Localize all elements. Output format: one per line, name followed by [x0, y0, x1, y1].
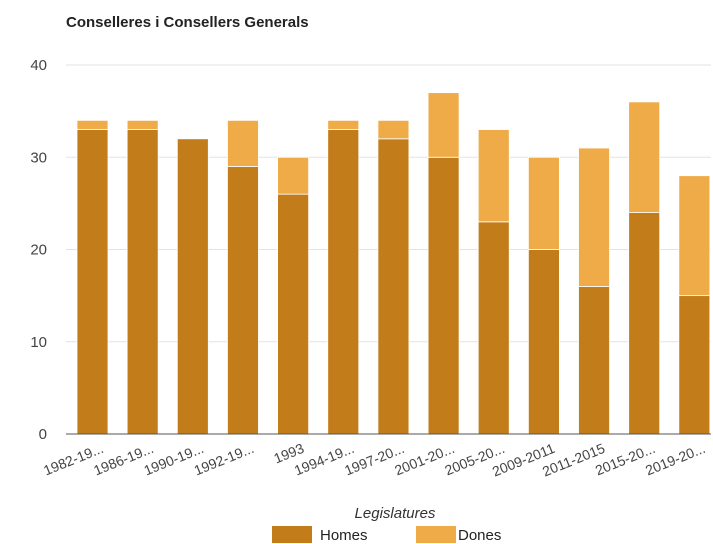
y-tick-label: 10: [30, 334, 47, 351]
y-axis-ticks: 0 10 20 30 40: [30, 57, 47, 443]
bar-homes-9: [527, 249, 560, 435]
bar-homes-11: [628, 212, 661, 435]
bar-dones-4: [277, 156, 310, 195]
legend-label-homes: Homes: [320, 527, 368, 544]
bar-dones-8: [477, 129, 510, 223]
bar-homes-5: [327, 129, 360, 435]
y-tick-label: 0: [39, 426, 47, 443]
bar-homes-8: [477, 221, 510, 435]
bar-dones-1: [126, 119, 159, 130]
bar-dones-5: [327, 119, 360, 130]
bar-homes-7: [427, 156, 460, 435]
bar-homes-12: [678, 295, 711, 435]
legend-swatch-dones: [416, 526, 456, 543]
bar-dones-12: [678, 175, 711, 297]
y-tick-label: 30: [30, 149, 47, 166]
bar-homes-6: [377, 138, 410, 435]
y-tick-label: 20: [30, 242, 47, 259]
bar-homes-1: [126, 129, 159, 435]
bar-dones-3: [227, 119, 259, 167]
bar-dones-6: [377, 119, 410, 140]
bars: [76, 92, 711, 435]
x-axis-ticks: 1982-19...1986-19...1990-19...1992-19...…: [41, 440, 707, 480]
legend: Homes Dones: [272, 526, 501, 544]
bar-homes-3: [227, 166, 259, 435]
x-axis-title: Legislatures: [355, 505, 436, 522]
bar-dones-9: [527, 156, 560, 250]
legend-label-dones: Dones: [458, 527, 501, 544]
bar-dones-7: [427, 92, 460, 158]
bar-dones-10: [578, 147, 610, 287]
bar-homes-10: [578, 285, 610, 435]
y-tick-label: 40: [30, 57, 47, 74]
bar-dones-11: [628, 101, 661, 213]
bar-homes-0: [76, 129, 109, 435]
bar-homes-4: [277, 193, 310, 435]
bar-dones-0: [76, 119, 109, 130]
chart-title: Conselleres i Consellers Generals: [66, 14, 309, 31]
legend-swatch-homes: [272, 526, 312, 543]
bar-homes-2: [176, 138, 209, 435]
